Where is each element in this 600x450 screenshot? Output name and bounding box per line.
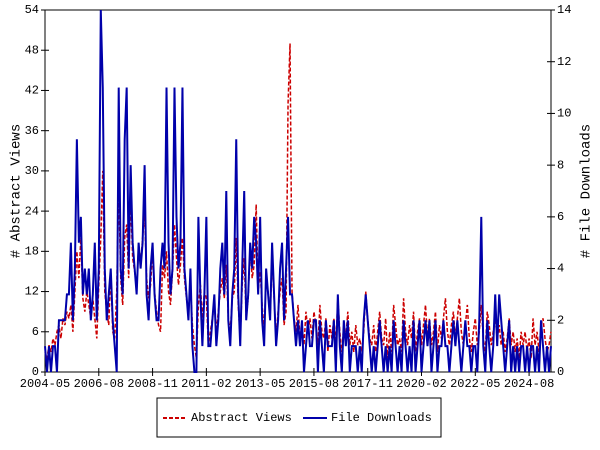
y2-tick-label: 6	[557, 210, 564, 224]
x-tick-label: 2015-08	[289, 377, 339, 391]
legend-label: Abstract Views	[191, 411, 292, 425]
y-tick-label: 54	[25, 3, 39, 17]
y-tick-label: 48	[25, 43, 39, 57]
legend-box	[156, 397, 442, 438]
y-tick-label: 18	[25, 245, 39, 259]
x-tick-label: 2017-11	[343, 377, 393, 391]
series-line	[44, 9, 552, 373]
y-tick-label: 30	[25, 164, 39, 178]
y2-tick-label: 8	[557, 158, 564, 172]
x-tick-label: 2024-08	[504, 377, 554, 391]
x-tick-label: 2013-05	[235, 377, 285, 391]
legend-label: File Downloads	[331, 411, 432, 425]
y-tick-label: 42	[25, 84, 39, 98]
y-tick-label: 24	[25, 204, 39, 218]
y2-tick-label: 12	[557, 55, 571, 69]
x-tick-label: 2011-02	[181, 377, 231, 391]
y-tick-label: 12	[25, 285, 39, 299]
y-tick-label: 6	[32, 325, 39, 339]
x-tick-label: 2004-05	[20, 377, 70, 391]
x-tick-label: 2008-11	[127, 377, 177, 391]
y2-tick-label: 10	[557, 107, 571, 121]
x-tick-label: 2006-08	[74, 377, 124, 391]
y2-tick-label: 14	[557, 3, 571, 17]
x-tick-label: 2020-02	[396, 377, 446, 391]
series-line	[44, 43, 552, 359]
y2-tick-label: 4	[557, 262, 564, 276]
y-tick-label: 0	[32, 365, 39, 379]
y2-axis-title: # File Downloads	[579, 124, 595, 258]
x-tick-label: 2022-05	[450, 377, 500, 391]
y2-tick-label: 0	[557, 365, 564, 379]
plot-frame	[44, 9, 552, 373]
y2-tick-label: 2	[557, 313, 564, 327]
y-tick-label: 36	[25, 124, 39, 138]
y-axis-title: # Abstract Views	[9, 124, 25, 258]
